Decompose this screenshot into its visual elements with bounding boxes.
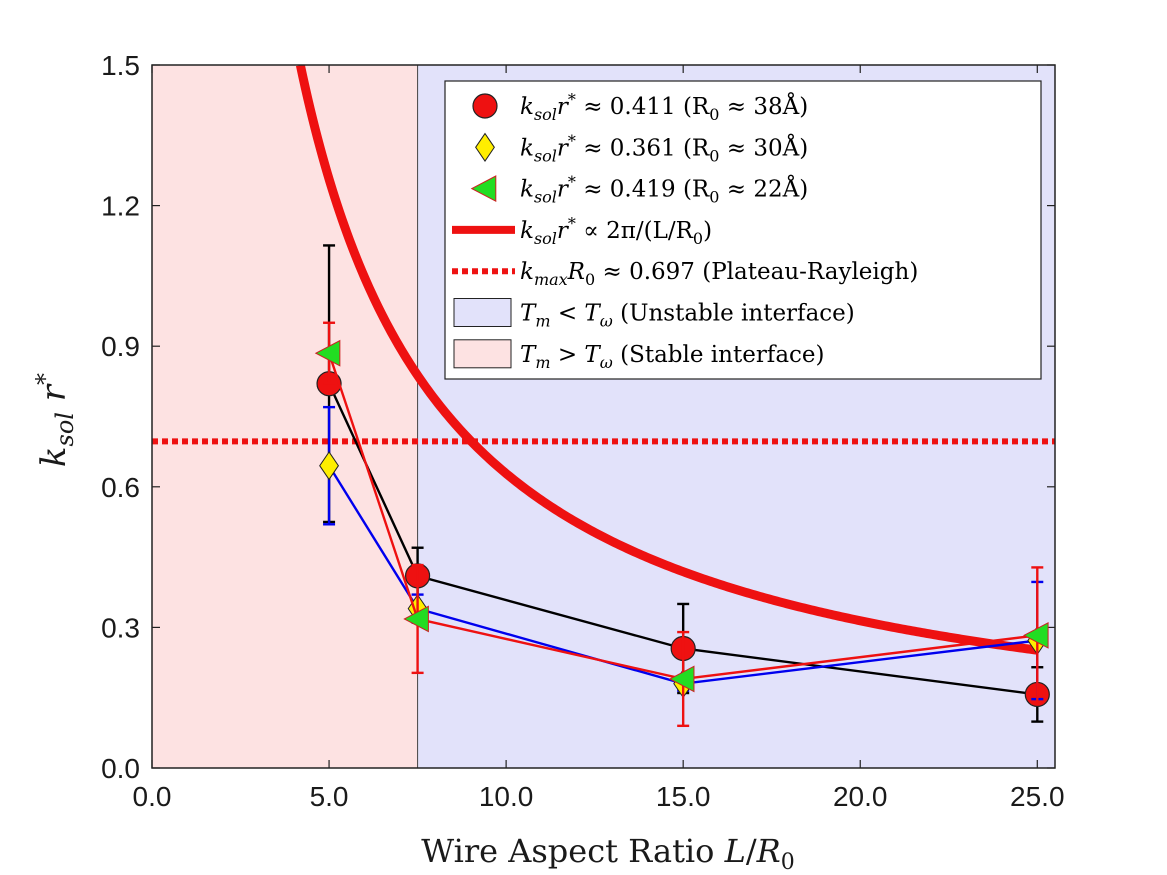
region-stable [152, 65, 418, 768]
legend-entry: kmaxR0 ≈ 0.697 (Plateau-Rayleigh) [452, 259, 918, 289]
legend-text-part: * [568, 214, 576, 233]
legend-symbol [470, 175, 497, 203]
legend-text-part: k [520, 218, 534, 244]
legend-text-part: r [557, 218, 570, 244]
legend-text-part: (Stable interface) [613, 342, 825, 368]
legend-text-part: sol [534, 188, 557, 207]
data-point [1023, 621, 1049, 649]
legend-box [444, 80, 1042, 380]
legend-text-part: ≈ 38Å) [719, 92, 808, 120]
legend-text-part: ≈ 0.419 (R [576, 177, 710, 203]
svg-text:ksol r*: ksol r* [31, 373, 79, 467]
data-point [668, 665, 695, 693]
legend-entry: ksolr* ≈ 0.419 (R0 ≈ 22Å) [470, 173, 808, 207]
legend: ksolr* ≈ 0.411 (R0 ≈ 38Å)ksolr* ≈ 0.361 … [444, 80, 1042, 380]
legend-text-part: k [520, 177, 534, 203]
x-tick-label: 10.0 [479, 781, 534, 812]
legend-text-part: k [520, 94, 534, 120]
legend-text-part: m [535, 312, 550, 331]
legend-text-part: k [520, 135, 534, 161]
legend-text-part: ω [600, 353, 613, 372]
legend-text-part: T [520, 342, 537, 368]
y-tick-label: 0.6 [101, 472, 140, 503]
legend-text-part: r [557, 177, 570, 203]
legend-text-part: k [520, 259, 534, 285]
y-tick-label: 1.5 [101, 50, 140, 81]
y-axis-label: ksol r* [31, 373, 79, 467]
legend-text-part: sol [534, 229, 557, 248]
data-point [319, 451, 340, 481]
legend-text-part: sol [534, 146, 557, 165]
legend-text-part: * [568, 173, 576, 192]
legend-text-part: m [535, 353, 550, 372]
legend-text-part: ∝ 2π/(L/R [576, 218, 694, 244]
legend-text-part: 0 [585, 270, 595, 289]
legend-entry: ksolr* ∝ 2π/(L/R0) [452, 214, 712, 248]
legend-label: kmaxR0 ≈ 0.697 (Plateau-Rayleigh) [520, 259, 918, 289]
legend-text-part: ω [600, 312, 613, 331]
legend-text-part: r [557, 94, 570, 120]
legend-label: ksolr* ∝ 2π/(L/R0) [520, 214, 712, 248]
legend-text-part: < T [551, 301, 602, 327]
legend-symbol [475, 132, 495, 162]
series-line [327, 383, 1038, 696]
x-tick-label: 25.0 [1010, 781, 1065, 812]
legend-text-part: R [567, 259, 585, 285]
legend-text-part: * [568, 131, 576, 150]
legend-label: Tm < Tω (Unstable interface) [520, 301, 855, 331]
legend-symbol [453, 339, 512, 369]
legend-entry: ksolr* ≈ 0.411 (R0 ≈ 38Å) [472, 90, 808, 124]
data-point [403, 605, 429, 633]
series-2 [314, 321, 1049, 728]
legend-text-part: T [520, 301, 537, 327]
legend-entry: Tm > Tω (Stable interface) [453, 339, 825, 372]
data-point [314, 339, 341, 367]
legend-text-part: 0 [709, 146, 719, 165]
legend-text-part: ≈ 30Å) [719, 133, 808, 161]
curve-line [295, 65, 1038, 655]
legend-text-part: 0 [693, 229, 703, 248]
y-tick-label: 0.9 [101, 331, 140, 362]
legend-entry: ksolr* ≈ 0.361 (R0 ≈ 30Å) [475, 131, 808, 165]
x-tick-label: 0.0 [133, 781, 172, 812]
legend-text-part: 0 [709, 188, 719, 207]
legend-text-part: > T [551, 342, 602, 368]
legend-symbol [472, 93, 498, 119]
x-tick-label: 20.0 [833, 781, 888, 812]
legend-text-part: (Unstable interface) [613, 301, 855, 327]
y-tick-label: 0.3 [101, 612, 140, 643]
legend-label: ksolr* ≈ 0.361 (R0 ≈ 30Å) [520, 131, 808, 165]
y-tick-label: 0.0 [101, 753, 140, 784]
legend-text-part: ≈ 22Å) [719, 175, 808, 203]
legend-text-part: sol [534, 105, 557, 124]
legend-text-part: ≈ 0.697 (Plateau-Rayleigh) [595, 259, 918, 285]
plot-frame [151, 64, 1056, 769]
legend-label: Tm > Tω (Stable interface) [520, 342, 825, 372]
legend-text-part: 0 [709, 105, 719, 124]
series-line [327, 352, 1038, 681]
legend-text-part: ) [703, 218, 712, 244]
legend-label: ksolr* ≈ 0.419 (R0 ≈ 22Å) [520, 173, 808, 207]
x-axis-label: Wire Aspect Ratio L/R0 [421, 832, 794, 875]
legend-text-part: ≈ 0.361 (R [576, 135, 710, 161]
legend-label: ksolr* ≈ 0.411 (R0 ≈ 38Å) [520, 90, 808, 124]
legend-symbol [453, 298, 512, 327]
legend-text-part: r [557, 135, 570, 161]
legend-entry: Tm < Tω (Unstable interface) [453, 298, 855, 331]
y-tick-label: 1.2 [101, 191, 140, 222]
legend-text-part: ≈ 0.411 (R [576, 94, 710, 120]
legend-text-part: * [568, 90, 576, 109]
x-tick-label: 5.0 [310, 781, 349, 812]
legend-text-part: max [534, 270, 568, 289]
x-tick-label: 15.0 [656, 781, 711, 812]
series-line [328, 465, 1038, 685]
